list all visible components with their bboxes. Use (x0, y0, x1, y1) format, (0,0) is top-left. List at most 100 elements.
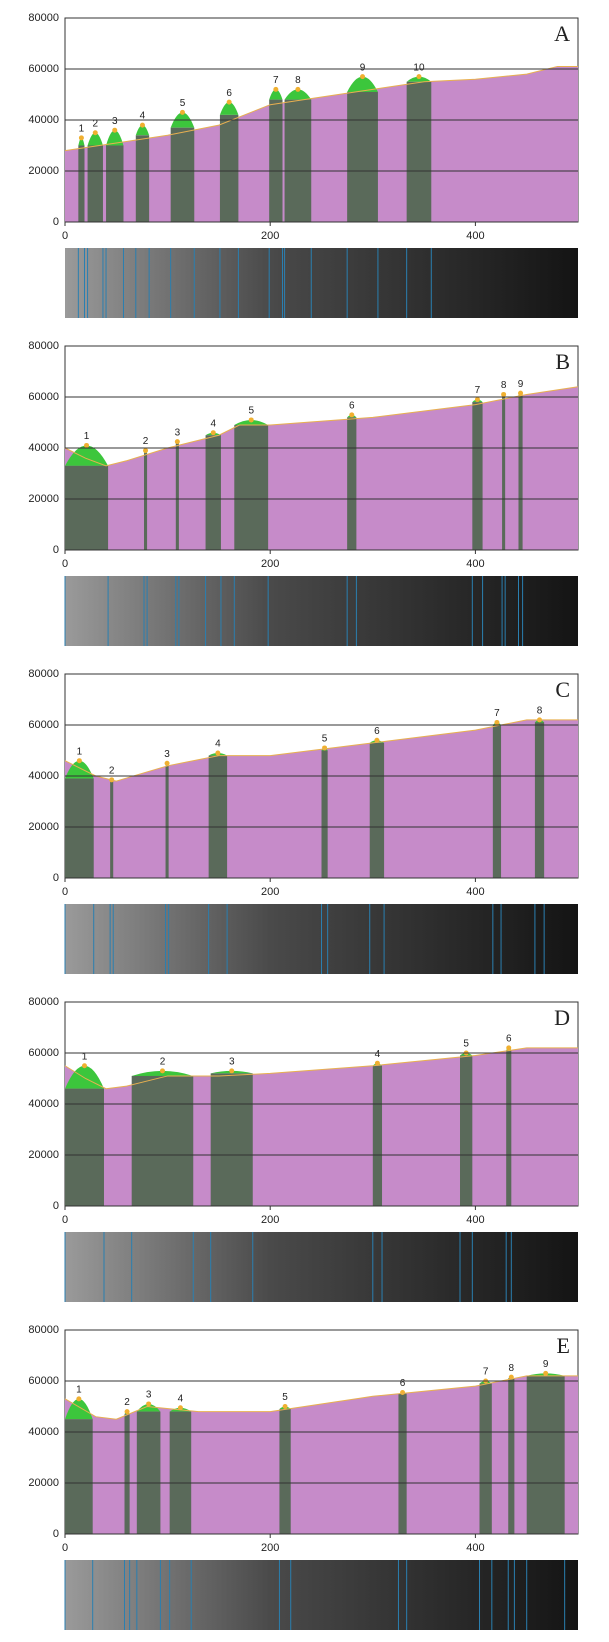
y-tick-label: 40000 (28, 442, 59, 454)
peak-label: 3 (175, 427, 181, 438)
peak-label: 8 (295, 75, 301, 86)
x-tick-label: 200 (261, 1542, 279, 1554)
y-tick-label: 20000 (28, 493, 59, 505)
band-area (480, 1384, 492, 1534)
y-tick-label: 20000 (28, 1149, 59, 1161)
band-area (518, 394, 522, 550)
peak-marker (140, 123, 145, 128)
peak-marker (211, 430, 216, 435)
x-tick-label: 200 (261, 886, 279, 898)
band-area (269, 100, 282, 222)
band-area (279, 1409, 290, 1534)
panel-letter: E (557, 1333, 570, 1358)
band-area (502, 397, 505, 550)
band-area (347, 417, 356, 550)
peak-label: 6 (374, 726, 380, 737)
peak-label: 1 (84, 431, 90, 442)
peak-marker (416, 74, 421, 79)
peak-marker (165, 761, 170, 766)
x-tick-label: 400 (466, 558, 484, 570)
peak-marker (229, 1068, 234, 1073)
peak-marker (82, 1063, 87, 1068)
gel-strip (65, 248, 578, 318)
band-area (493, 725, 501, 878)
peak-label: 5 (248, 406, 254, 417)
band-area (65, 779, 94, 878)
band-area (166, 766, 169, 878)
peak-marker (112, 128, 117, 133)
y-tick-label: 80000 (28, 668, 59, 680)
band-area (65, 1089, 104, 1206)
peak-marker (283, 1404, 288, 1409)
peak-marker (93, 130, 98, 135)
peak-label: 10 (413, 62, 425, 73)
y-tick-label: 40000 (28, 114, 59, 126)
peak-marker (84, 443, 89, 448)
peak-label: 9 (543, 1359, 549, 1370)
peak-label: 4 (215, 739, 221, 750)
peak-marker (79, 135, 84, 140)
y-tick-label: 0 (53, 1200, 59, 1212)
peak-label: 6 (226, 88, 232, 99)
peak-label: 6 (349, 400, 355, 411)
peak-marker (143, 448, 148, 453)
band-area (398, 1394, 406, 1534)
peak-label: 8 (501, 380, 507, 391)
band-area (106, 146, 123, 223)
band-area (220, 115, 238, 222)
x-tick-label: 0 (62, 1542, 68, 1554)
y-tick-label: 40000 (28, 770, 59, 782)
peak-marker (494, 720, 499, 725)
band-area (170, 1412, 192, 1534)
y-tick-label: 60000 (28, 391, 59, 403)
peak-label: 9 (360, 62, 366, 73)
gel-strip (65, 576, 578, 646)
y-tick-label: 60000 (28, 63, 59, 75)
y-tick-label: 20000 (28, 165, 59, 177)
x-tick-label: 400 (466, 886, 484, 898)
band-area (88, 146, 103, 223)
peak-label: 4 (178, 1393, 184, 1404)
peak-marker (295, 87, 300, 92)
peak-label: 4 (375, 1049, 381, 1060)
peak-label: 3 (229, 1056, 235, 1067)
y-tick-label: 80000 (28, 996, 59, 1008)
panel-letter: D (554, 1005, 570, 1030)
peak-label: 9 (518, 379, 524, 390)
band-area (137, 1412, 161, 1534)
peak-marker (215, 751, 220, 756)
band-area (535, 722, 544, 878)
band-area (234, 425, 268, 550)
peak-label: 2 (143, 436, 149, 447)
panel-letter: C (555, 677, 570, 702)
band-area (171, 128, 195, 222)
peak-label: 5 (180, 98, 186, 109)
x-tick-label: 400 (466, 1214, 484, 1226)
band-area (136, 135, 149, 222)
peak-label: 6 (506, 1034, 512, 1045)
band-area (132, 1076, 194, 1206)
band-area (110, 781, 113, 878)
peak-label: 4 (210, 418, 216, 429)
peak-marker (400, 1390, 405, 1395)
peak-label: 7 (475, 385, 481, 396)
band-area (322, 751, 328, 879)
x-tick-label: 400 (466, 230, 484, 242)
peak-marker (146, 1401, 151, 1406)
peak-label: 1 (77, 746, 83, 757)
y-tick-label: 0 (53, 1528, 59, 1540)
peak-label: 3 (164, 749, 170, 760)
gel-strip (65, 1232, 578, 1302)
y-tick-label: 60000 (28, 1047, 59, 1059)
peak-marker (501, 392, 506, 397)
band-area (211, 1073, 253, 1206)
y-tick-label: 80000 (28, 340, 59, 352)
peak-marker (273, 87, 278, 92)
band-area (373, 1066, 382, 1206)
y-tick-label: 60000 (28, 1375, 59, 1387)
peak-marker (360, 74, 365, 79)
x-tick-label: 200 (261, 230, 279, 242)
peak-label: 2 (109, 765, 115, 776)
band-area (506, 1050, 511, 1206)
y-tick-label: 40000 (28, 1098, 59, 1110)
